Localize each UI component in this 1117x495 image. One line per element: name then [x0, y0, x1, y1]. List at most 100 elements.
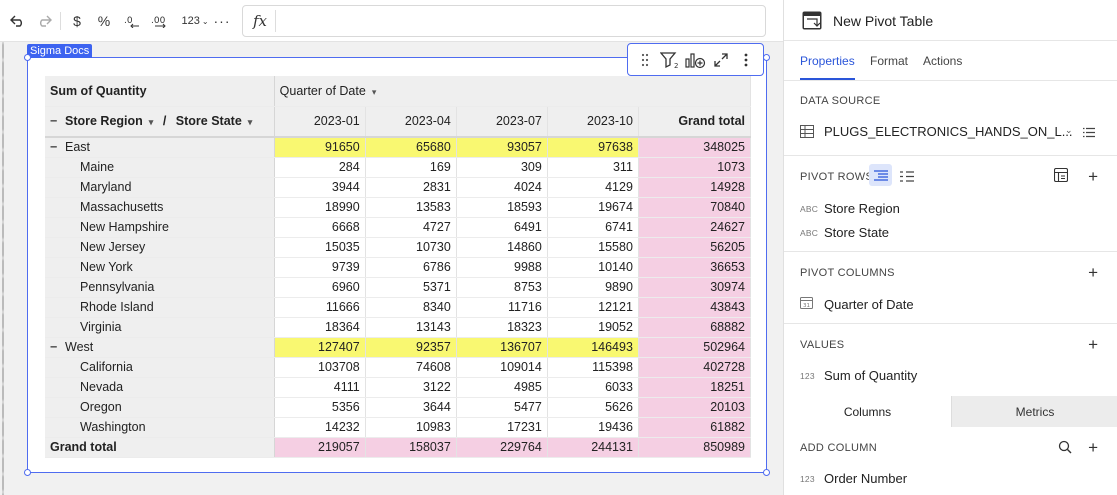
- compact-layout-icon[interactable]: [900, 169, 914, 187]
- row-label[interactable]: Nevada: [45, 377, 275, 398]
- add-chart-icon[interactable]: [684, 49, 706, 71]
- pivot-table-element[interactable]: Sigma Docs 2 Sum of Quantity: [24, 43, 770, 476]
- grand-total-cell[interactable]: 219057: [274, 437, 366, 458]
- column-header[interactable]: 2023-01: [274, 106, 366, 138]
- value-cell[interactable]: 146493: [547, 337, 639, 358]
- value-cell[interactable]: 136707: [456, 337, 548, 358]
- row-label[interactable]: Virginia: [45, 317, 275, 338]
- drag-handle-icon[interactable]: [634, 49, 656, 71]
- subtab-metrics[interactable]: Metrics: [951, 396, 1117, 427]
- row-grand-total-cell[interactable]: 348025: [638, 137, 752, 158]
- value-cell[interactable]: 12121: [547, 297, 639, 318]
- value-cell[interactable]: 92357: [365, 337, 457, 358]
- row-label[interactable]: Maryland: [45, 177, 275, 198]
- resize-handle[interactable]: [24, 54, 31, 61]
- column-header[interactable]: 2023-04: [365, 106, 457, 138]
- row-grand-total-cell[interactable]: 70840: [638, 197, 752, 218]
- grand-total-cell[interactable]: 244131: [547, 437, 639, 458]
- row-grand-total-cell[interactable]: 402728: [638, 357, 752, 378]
- value-cell[interactable]: 18323: [456, 317, 548, 338]
- row-label[interactable]: Oregon: [45, 397, 275, 418]
- value-cell[interactable]: 15580: [547, 237, 639, 258]
- column-header[interactable]: 2023-10: [547, 106, 639, 138]
- row-grand-total-cell[interactable]: 502964: [638, 337, 752, 358]
- value-cell[interactable]: 5356: [274, 397, 366, 418]
- expand-icon[interactable]: [710, 49, 732, 71]
- row-label[interactable]: Maine: [45, 157, 275, 178]
- value-cell[interactable]: 9988: [456, 257, 548, 278]
- value-cell[interactable]: 13583: [365, 197, 457, 218]
- increase-decimals-icon[interactable]: .00: [151, 10, 171, 32]
- value-cell[interactable]: 4129: [547, 177, 639, 198]
- value-cell[interactable]: 11716: [456, 297, 548, 318]
- value-cell[interactable]: 74608: [365, 357, 457, 378]
- value-cell[interactable]: 11666: [274, 297, 366, 318]
- value-cell[interactable]: 115398: [547, 357, 639, 378]
- value-cell[interactable]: 309: [456, 157, 548, 178]
- value-cell[interactable]: 91650: [274, 137, 366, 158]
- formula-bar[interactable]: fx: [242, 5, 766, 37]
- row-label[interactable]: Washington: [45, 417, 275, 438]
- chevron-down-icon[interactable]: ▾: [371, 86, 377, 97]
- row-label[interactable]: California: [45, 357, 275, 378]
- element-name-tag[interactable]: Sigma Docs: [27, 44, 93, 58]
- chevron-down-icon[interactable]: ⌄: [1065, 125, 1073, 135]
- add-column-button[interactable]: +: [1088, 438, 1098, 457]
- collapse-icon[interactable]: −: [50, 340, 58, 354]
- value-cell[interactable]: 15035: [274, 237, 366, 258]
- value-cell[interactable]: 103708: [274, 357, 366, 378]
- value-cell[interactable]: 5626: [547, 397, 639, 418]
- value-cell[interactable]: 9890: [547, 277, 639, 298]
- value-cell[interactable]: 19052: [547, 317, 639, 338]
- pivot-settings-icon[interactable]: [1053, 167, 1069, 187]
- value-cell[interactable]: 5371: [365, 277, 457, 298]
- value-cell[interactable]: 10140: [547, 257, 639, 278]
- grand-total-cell[interactable]: 850989: [638, 437, 752, 458]
- value-cell[interactable]: 6033: [547, 377, 639, 398]
- search-icon[interactable]: [1058, 440, 1072, 459]
- value-cell[interactable]: 13143: [365, 317, 457, 338]
- row-field-store-state[interactable]: Store State: [175, 114, 242, 129]
- row-grand-total-cell[interactable]: 36653: [638, 257, 752, 278]
- pivot-row-item[interactable]: ABC Store State: [800, 225, 889, 240]
- value-cell[interactable]: 8340: [365, 297, 457, 318]
- value-cell[interactable]: 2831: [365, 177, 457, 198]
- value-cell[interactable]: 9739: [274, 257, 366, 278]
- value-cell[interactable]: 17231: [456, 417, 548, 438]
- value-cell[interactable]: 14860: [456, 237, 548, 258]
- value-cell[interactable]: 18364: [274, 317, 366, 338]
- row-label[interactable]: New York: [45, 257, 275, 278]
- value-cell[interactable]: 6741: [547, 217, 639, 238]
- value-cell[interactable]: 4727: [365, 217, 457, 238]
- decrease-decimals-icon[interactable]: .0: [123, 10, 141, 32]
- row-grand-total-cell[interactable]: 61882: [638, 417, 752, 438]
- resize-handle[interactable]: [763, 54, 770, 61]
- currency-format-button[interactable]: $: [73, 13, 81, 29]
- panel-title[interactable]: New Pivot Table: [833, 13, 934, 29]
- row-grand-total-cell[interactable]: 43843: [638, 297, 752, 318]
- chevron-down-icon[interactable]: ▾: [148, 117, 154, 128]
- column-item[interactable]: 123 Order Number: [800, 471, 907, 486]
- collapse-icon[interactable]: −: [50, 140, 58, 155]
- more-options-button[interactable]: ···: [213, 13, 231, 29]
- row-label[interactable]: New Jersey: [45, 237, 275, 258]
- tab-format[interactable]: Format: [870, 54, 909, 68]
- row-grand-total-cell[interactable]: 18251: [638, 377, 752, 398]
- value-cell[interactable]: 284: [274, 157, 366, 178]
- row-grand-total-cell[interactable]: 56205: [638, 237, 752, 258]
- more-vertical-icon[interactable]: [735, 49, 757, 71]
- value-cell[interactable]: 10730: [365, 237, 457, 258]
- value-cell[interactable]: 311: [547, 157, 639, 178]
- number-format-dropdown[interactable]: 123 ⌄: [180, 10, 210, 32]
- row-label[interactable]: New Hampshire: [45, 217, 275, 238]
- chevron-down-icon[interactable]: ▾: [247, 117, 253, 128]
- value-cell[interactable]: 3644: [365, 397, 457, 418]
- column-header-grand-total[interactable]: Grand total: [638, 106, 752, 138]
- value-cell[interactable]: 10983: [365, 417, 457, 438]
- value-cell[interactable]: 19674: [547, 197, 639, 218]
- value-cell[interactable]: 65680: [365, 137, 457, 158]
- value-cell[interactable]: 18990: [274, 197, 366, 218]
- pivot-column-field[interactable]: Quarter of Date ▾: [274, 76, 752, 107]
- value-cell[interactable]: 109014: [456, 357, 548, 378]
- redo-icon[interactable]: [35, 10, 53, 32]
